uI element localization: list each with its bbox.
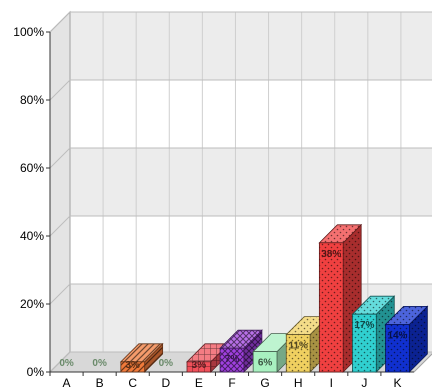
x-tick-label: H	[294, 376, 303, 390]
x-tick-label: K	[393, 376, 401, 390]
grid-line-side	[49, 283, 71, 305]
y-tick-label: 100%	[13, 25, 44, 39]
y-tick-label: 80%	[20, 93, 44, 107]
bar-front	[285, 334, 311, 373]
wall-band	[70, 148, 432, 216]
bar-front	[186, 361, 212, 373]
bar	[219, 329, 263, 373]
x-tick-label: F	[228, 376, 235, 390]
bars	[119, 223, 429, 373]
data-label: 6%	[258, 358, 273, 369]
y-axis: 0% 20% 40% 60% 80% 100%	[13, 25, 51, 379]
data-label: 7%	[225, 354, 240, 365]
x-tick-label: C	[128, 376, 137, 390]
wall-band	[70, 12, 432, 80]
grid-line-side	[49, 215, 71, 237]
x-tick-label: A	[63, 376, 71, 390]
data-label: 38%	[321, 249, 341, 260]
bar	[119, 342, 164, 373]
x-axis: A B C D E F G H I J K	[49, 371, 414, 390]
side-wall	[49, 10, 71, 374]
data-label: 14%	[387, 330, 407, 341]
x-tick-label: B	[96, 376, 104, 390]
data-labels: 0% 0% 3% 0% 3% 7% 6% 11% 38% 17% 14%	[59, 249, 407, 371]
bar-front	[219, 347, 245, 373]
data-label: 11%	[288, 341, 308, 352]
y-tick-label: 60%	[20, 161, 44, 175]
bar-front	[252, 351, 278, 373]
data-label: 0%	[92, 358, 107, 369]
x-tick-label: I	[330, 376, 333, 390]
grid-line-side	[49, 79, 71, 101]
x-tick-label: J	[361, 376, 367, 390]
x-tick-label: G	[260, 376, 269, 390]
grid-line-side	[49, 11, 71, 33]
chart-walls	[48, 10, 432, 374]
bar	[384, 305, 429, 373]
data-label: 0%	[59, 358, 74, 369]
bar-front	[120, 361, 146, 373]
y-tick-label: 20%	[20, 297, 44, 311]
x-tick-label: E	[195, 376, 203, 390]
data-label: 3%	[192, 360, 207, 371]
x-tick-label: D	[161, 376, 170, 390]
data-label: 0%	[159, 358, 174, 369]
y-tick-label: 40%	[20, 229, 44, 243]
bar-front	[385, 323, 410, 373]
data-label: 3%	[126, 360, 141, 371]
bar-front	[318, 242, 344, 373]
bar-front	[352, 313, 377, 373]
grid-line-side	[49, 351, 71, 373]
data-label: 17%	[354, 320, 374, 331]
y-tick-label: 0%	[27, 365, 45, 379]
grid-line-side	[49, 147, 71, 169]
